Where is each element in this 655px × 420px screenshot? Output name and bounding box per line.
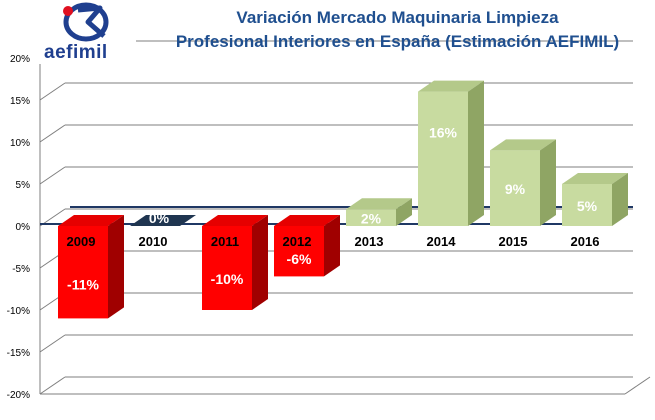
x-tick-label-2013: 2013: [355, 234, 384, 249]
data-label-2016: 5%: [577, 198, 598, 214]
data-label-2014: 16%: [429, 125, 458, 141]
x-tick-label-2009: 2009: [67, 234, 96, 249]
x-tick-label-2016: 2016: [571, 234, 600, 249]
logo-text: aefimil: [44, 42, 108, 63]
data-label-2011: -10%: [211, 271, 244, 287]
bar-side-2013: [396, 198, 412, 226]
gridline-depth-3: [39, 166, 66, 185]
data-label-2013: 2%: [361, 211, 382, 227]
aefimil-logo-icon: [63, 2, 109, 42]
x-tick-label-2014: 2014: [427, 234, 457, 249]
y-tick-label-7: -15%: [7, 348, 30, 359]
floor-right-edge: [624, 376, 651, 395]
data-label-2010: 0%: [149, 210, 170, 226]
bar-top-2009: [58, 215, 124, 226]
bar-front-2011: [202, 226, 252, 310]
bar-top-2010: [130, 215, 196, 226]
bar-front-2016: [562, 184, 612, 226]
bar-front-2012: [274, 226, 324, 277]
bar-front-2013: [346, 209, 396, 226]
bar-side-2015: [540, 139, 556, 226]
x-tick-label-2012: 2012: [283, 234, 312, 249]
bar-side-2009: [108, 215, 124, 319]
data-label-2009: -11%: [67, 276, 99, 292]
x-tick-label-2011: 2011: [211, 234, 239, 249]
bar-top-2011: [202, 215, 268, 226]
y-tick-label-1: 15%: [10, 96, 30, 107]
bar-side-2014: [468, 80, 484, 226]
bar-side-2012: [324, 215, 340, 277]
gridline-depth-7: [39, 334, 66, 353]
y-tick-label-2: 10%: [10, 138, 30, 149]
logo: [38, 2, 136, 64]
y-tick-label-8: -20%: [7, 390, 30, 401]
bar-top-2016: [562, 173, 628, 184]
y-tick-label-3: 5%: [16, 180, 31, 191]
y-tick-label-5: -5%: [12, 264, 30, 275]
bar-side-2016: [612, 173, 628, 226]
x-tick-label-2015: 2015: [499, 234, 528, 249]
chart-title-line-1: Variación Mercado Maquinaria Limpieza: [236, 8, 559, 27]
bar-top-2013: [346, 198, 412, 210]
chart-title-line-2: Profesional Interiores en España (Estima…: [175, 32, 620, 51]
bar-front-2014: [418, 91, 468, 226]
bar-side-2011: [252, 215, 268, 310]
y-tick-label-4: 0%: [16, 222, 31, 233]
bar-top-2015: [490, 139, 556, 151]
data-label-2012: -6%: [287, 251, 312, 267]
bar-top-2012: [274, 215, 340, 226]
bar-front-2015: [490, 150, 540, 226]
gridline-depth-1: [39, 82, 66, 101]
bar-top-2014: [418, 80, 484, 92]
x-tick-label-2010: 2010: [139, 234, 168, 249]
gridline-depth-8: [39, 376, 66, 395]
y-tick-label-0: 20%: [10, 54, 30, 65]
bar-front-2009: [58, 226, 108, 319]
data-label-2015: 9%: [505, 181, 526, 197]
gridline-depth-2: [39, 124, 66, 143]
y-tick-label-6: -10%: [7, 306, 30, 317]
